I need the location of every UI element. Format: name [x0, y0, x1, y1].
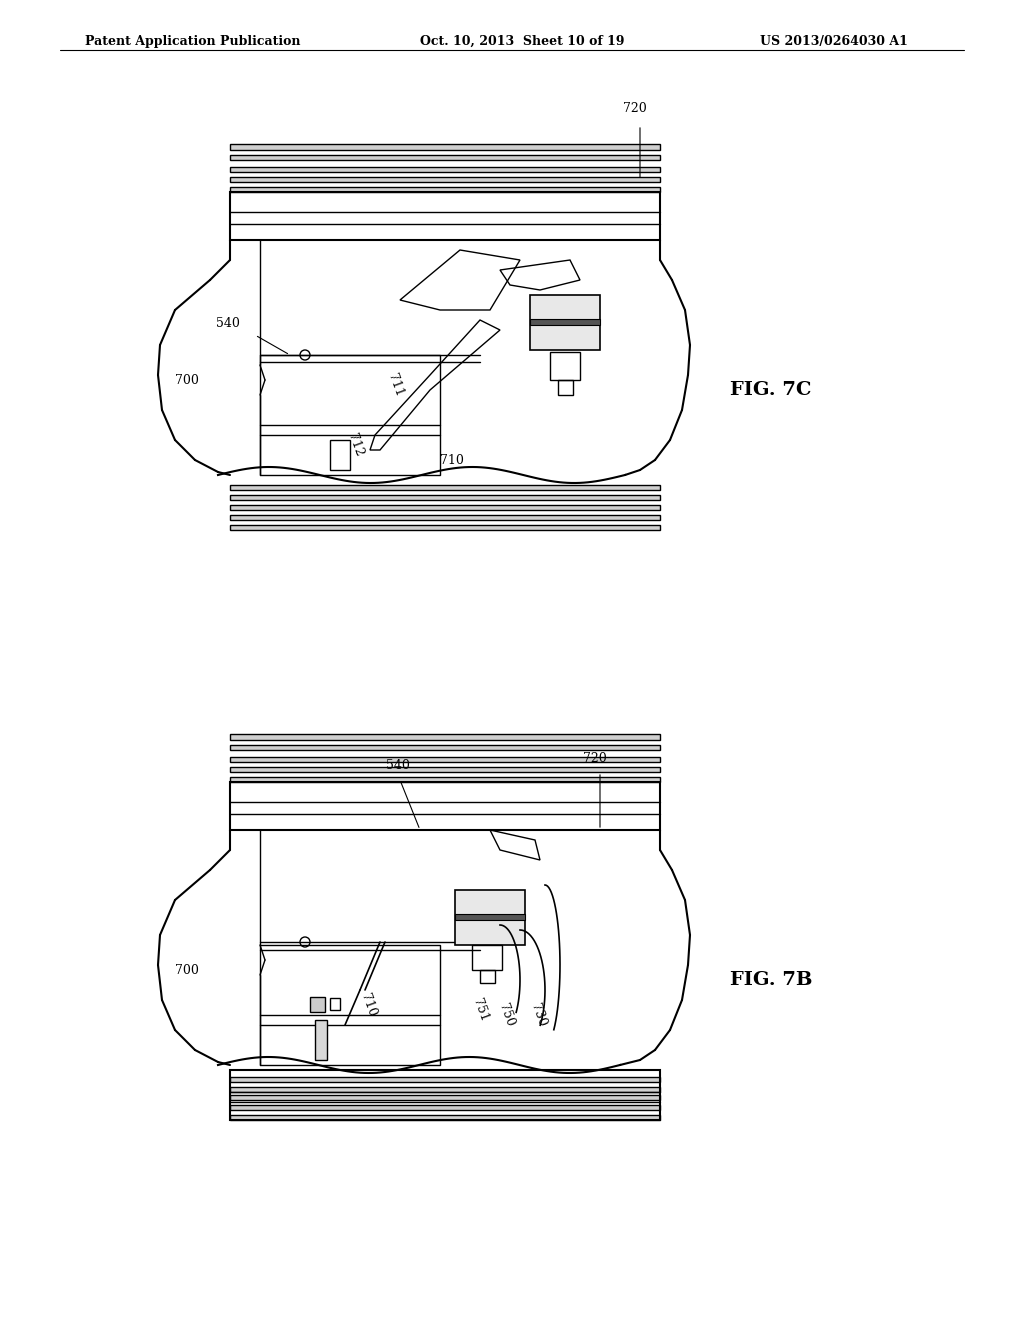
Bar [455, 890, 525, 945]
Bar [230, 777, 660, 781]
Bar [558, 380, 573, 395]
Bar [550, 352, 580, 380]
Text: FIG. 7C: FIG. 7C [730, 381, 811, 399]
Bar [330, 440, 350, 470]
Text: 711: 711 [385, 371, 406, 399]
Bar [230, 154, 660, 160]
Bar [315, 1020, 327, 1060]
Text: 750: 750 [496, 1002, 516, 1028]
Bar [230, 744, 660, 750]
Bar [230, 525, 660, 531]
Bar [260, 355, 440, 475]
Text: 720: 720 [583, 752, 607, 766]
Bar [455, 913, 525, 920]
Text: Oct. 10, 2013  Sheet 10 of 19: Oct. 10, 2013 Sheet 10 of 19 [420, 36, 625, 48]
Bar [230, 756, 660, 762]
Bar [260, 945, 440, 1065]
Bar [530, 319, 600, 325]
Bar [230, 177, 660, 182]
Bar [230, 144, 660, 150]
Bar [230, 1071, 660, 1119]
Text: 540: 540 [386, 759, 410, 772]
Bar [472, 945, 502, 970]
Bar [230, 781, 660, 830]
Bar [230, 734, 660, 741]
Text: 712: 712 [345, 432, 366, 458]
Bar [230, 506, 660, 510]
Text: 710: 710 [358, 991, 379, 1019]
Bar [330, 998, 340, 1010]
Bar [230, 515, 660, 520]
Bar [230, 1077, 660, 1082]
Bar [230, 767, 660, 772]
Text: 751: 751 [470, 997, 490, 1023]
Text: 700: 700 [175, 374, 199, 387]
Bar [230, 191, 660, 240]
Text: Patent Application Publication: Patent Application Publication [85, 36, 300, 48]
Bar [230, 1105, 660, 1110]
Text: US 2013/0264030 A1: US 2013/0264030 A1 [760, 36, 908, 48]
Bar [230, 1096, 660, 1100]
Bar [230, 187, 660, 191]
Text: FIG. 7B: FIG. 7B [730, 972, 812, 989]
Text: 700: 700 [175, 964, 199, 977]
Bar [230, 1086, 660, 1092]
Bar [530, 294, 600, 350]
Text: 710: 710 [440, 454, 464, 466]
Bar [230, 1115, 660, 1119]
Text: 730: 730 [528, 1002, 549, 1028]
Text: 540: 540 [216, 317, 240, 330]
Bar [310, 997, 325, 1012]
Bar [230, 484, 660, 490]
Bar [480, 970, 495, 983]
Bar [230, 168, 660, 172]
Text: 720: 720 [624, 102, 647, 115]
Bar [230, 495, 660, 500]
